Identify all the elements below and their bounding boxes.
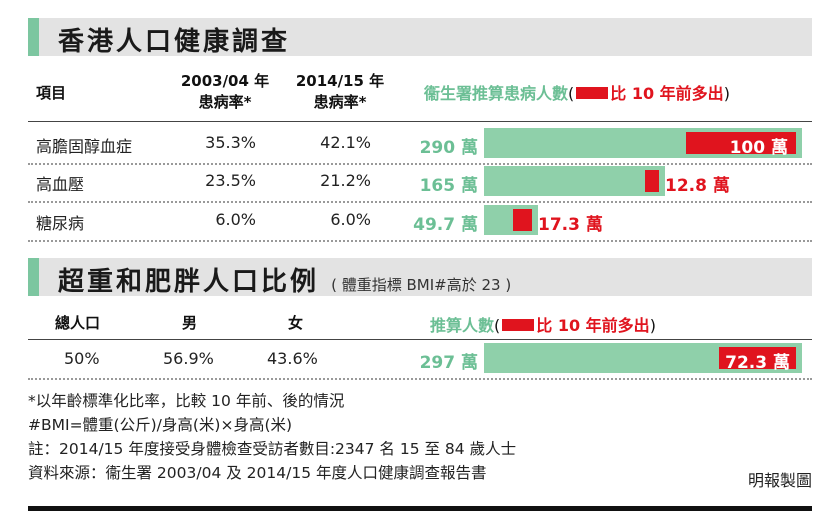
row-divider bbox=[28, 163, 812, 165]
estimate-bar bbox=[484, 166, 665, 196]
title-accent bbox=[28, 18, 39, 56]
note-3: 註：2014/15 年度接受身體檢查受訪者數目:2347 名 15 至 84 歲… bbox=[28, 440, 517, 458]
cell-male: 56.9% bbox=[163, 349, 214, 368]
credit: 明報製圖 bbox=[747, 471, 812, 490]
col-header-2014: 2014/15 年 患病率* bbox=[295, 72, 385, 111]
prevalence-2014: 6.0% bbox=[330, 210, 371, 229]
increase-label: 12.8 萬 bbox=[665, 176, 730, 196]
section2-title-bar: 超重和肥胖人口比例 ( 體重指標 BMI#高於 23 ) bbox=[28, 258, 812, 297]
increase-label: 100 萬 bbox=[729, 138, 788, 158]
prevalence-2003: 23.5% bbox=[205, 171, 256, 190]
legend-red-swatch bbox=[502, 319, 535, 331]
increase-label: 17.3 萬 bbox=[538, 215, 603, 235]
cell-total: 50% bbox=[64, 349, 100, 368]
row-divider bbox=[28, 240, 812, 242]
col-header-2003: 2003/04 年 患病率* bbox=[180, 72, 270, 111]
col-header-male: 男 bbox=[182, 314, 198, 332]
prevalence-2003: 35.3% bbox=[205, 133, 256, 152]
prevalence-2003: 6.0% bbox=[215, 210, 256, 229]
col-header-estimate: 衞生署推算患病人數(比 10 年前多出) bbox=[424, 84, 730, 103]
legend-red-swatch bbox=[576, 87, 609, 99]
estimate-label-bmi: 297 萬 bbox=[419, 353, 478, 373]
header-rule-2 bbox=[28, 339, 812, 340]
increase-bar bbox=[513, 209, 532, 231]
row-label: 糖尿病 bbox=[36, 214, 85, 233]
note-1: *以年齡標準化比率，比較 10 年前、後的情況 bbox=[28, 392, 345, 410]
increase-bar-bmi bbox=[719, 347, 796, 369]
row-divider bbox=[28, 378, 812, 380]
section1-title: 香港人口健康調查 bbox=[58, 27, 291, 57]
header-rule bbox=[28, 121, 812, 122]
cell-female: 43.6% bbox=[267, 349, 318, 368]
estimate-label: 49.7 萬 bbox=[413, 215, 478, 235]
note-2: #BMI=體重(公斤)/身高(米)×身高(米) bbox=[28, 416, 293, 434]
increase-bar bbox=[686, 132, 796, 154]
col-header-estimate2: 推算人數(比 10 年前多出) bbox=[430, 316, 656, 335]
estimate-label: 290 萬 bbox=[419, 138, 478, 158]
row-label: 高膽固醇血症 bbox=[36, 137, 133, 156]
prevalence-2014: 21.2% bbox=[320, 171, 371, 190]
section1-title-bar: 香港人口健康調查 bbox=[28, 18, 812, 57]
bottom-rule bbox=[28, 506, 812, 511]
estimate-label: 165 萬 bbox=[419, 176, 478, 196]
title-accent bbox=[28, 258, 39, 296]
section2-title: 超重和肥胖人口比例 ( 體重指標 BMI#高於 23 ) bbox=[58, 267, 512, 297]
section2-subtitle: ( 體重指標 BMI#高於 23 ) bbox=[331, 276, 512, 294]
note-4: 資料來源：衞生署 2003/04 及 2014/15 年度人口健康調查報告書 bbox=[28, 464, 487, 482]
col-header-total: 總人口 bbox=[55, 314, 101, 332]
row-divider bbox=[28, 201, 812, 203]
prevalence-2014: 42.1% bbox=[320, 133, 371, 152]
increase-label-bmi: 72.3 萬 bbox=[725, 353, 790, 373]
col-header-item: 項目 bbox=[36, 84, 67, 102]
increase-bar bbox=[645, 170, 659, 192]
col-header-female: 女 bbox=[288, 314, 304, 332]
row-label: 高血壓 bbox=[36, 175, 85, 194]
